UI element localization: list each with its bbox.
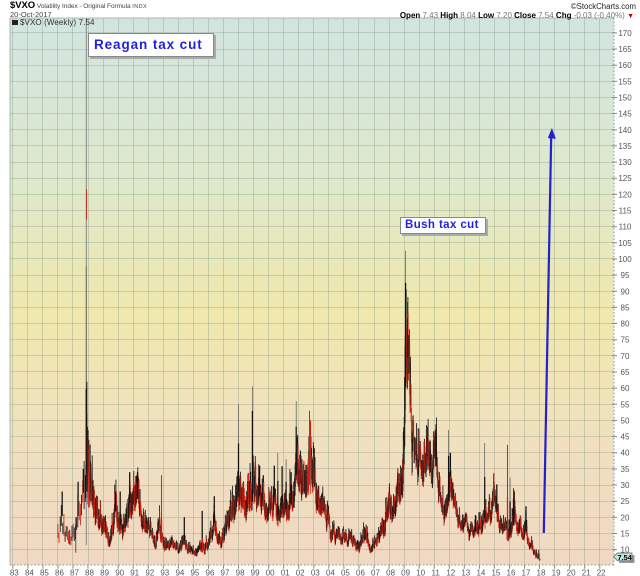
svg-text:89: 89 xyxy=(100,569,109,576)
svg-text:70: 70 xyxy=(621,352,630,361)
svg-text:165: 165 xyxy=(618,45,632,54)
svg-text:05: 05 xyxy=(341,569,350,576)
svg-text:07: 07 xyxy=(371,569,380,576)
svg-text:04: 04 xyxy=(326,569,335,576)
svg-text:125: 125 xyxy=(618,174,632,183)
svg-text:150: 150 xyxy=(618,94,632,103)
svg-text:135: 135 xyxy=(618,142,632,151)
svg-text:15: 15 xyxy=(621,530,630,539)
svg-text:95: 95 xyxy=(190,569,199,576)
svg-text:16: 16 xyxy=(507,569,516,576)
svg-text:85: 85 xyxy=(40,569,49,576)
svg-text:88: 88 xyxy=(85,569,94,576)
svg-text:01: 01 xyxy=(281,569,290,576)
svg-text:75: 75 xyxy=(621,336,630,345)
svg-text:18: 18 xyxy=(537,569,546,576)
svg-text:10: 10 xyxy=(621,546,630,555)
svg-text:110: 110 xyxy=(619,223,632,232)
svg-text:86: 86 xyxy=(55,569,64,576)
svg-text:100: 100 xyxy=(618,255,632,264)
svg-text:95: 95 xyxy=(621,271,630,280)
svg-text:83: 83 xyxy=(10,569,19,576)
svg-text:15: 15 xyxy=(491,569,500,576)
svg-text:130: 130 xyxy=(618,158,632,167)
svg-text:160: 160 xyxy=(618,61,632,70)
svg-text:87: 87 xyxy=(70,569,79,576)
svg-text:17: 17 xyxy=(522,569,531,576)
svg-text:99: 99 xyxy=(251,569,260,576)
svg-text:30: 30 xyxy=(621,481,630,490)
svg-text:50: 50 xyxy=(621,416,630,425)
svg-text:120: 120 xyxy=(618,190,632,199)
svg-text:85: 85 xyxy=(621,303,630,312)
svg-text:13: 13 xyxy=(461,569,470,576)
svg-text:98: 98 xyxy=(236,569,245,576)
svg-text:92: 92 xyxy=(145,569,154,576)
svg-text:140: 140 xyxy=(618,126,632,135)
svg-text:20: 20 xyxy=(567,569,576,576)
svg-text:94: 94 xyxy=(175,569,184,576)
svg-text:7.54: 7.54 xyxy=(618,553,633,562)
svg-text:21: 21 xyxy=(582,569,591,576)
svg-text:97: 97 xyxy=(221,569,230,576)
svg-text:93: 93 xyxy=(160,569,169,576)
svg-text:14: 14 xyxy=(476,569,485,576)
svg-text:115: 115 xyxy=(619,207,632,216)
svg-text:155: 155 xyxy=(618,77,632,86)
svg-text:22: 22 xyxy=(597,569,606,576)
svg-text:00: 00 xyxy=(266,569,275,576)
svg-text:80: 80 xyxy=(621,320,630,329)
svg-text:06: 06 xyxy=(356,569,365,576)
svg-text:09: 09 xyxy=(401,569,410,576)
svg-text:145: 145 xyxy=(618,110,632,119)
svg-text:90: 90 xyxy=(115,569,124,576)
svg-text:03: 03 xyxy=(311,569,320,576)
svg-text:12: 12 xyxy=(446,569,455,576)
svg-text:10: 10 xyxy=(416,569,425,576)
svg-text:84: 84 xyxy=(25,569,34,576)
svg-text:02: 02 xyxy=(296,569,305,576)
svg-text:96: 96 xyxy=(206,569,215,576)
svg-text:11: 11 xyxy=(432,569,441,576)
svg-text:40: 40 xyxy=(621,449,630,458)
svg-text:170: 170 xyxy=(618,29,632,38)
svg-text:65: 65 xyxy=(621,368,630,377)
svg-text:35: 35 xyxy=(621,465,630,474)
svg-text:25: 25 xyxy=(621,497,630,506)
svg-text:19: 19 xyxy=(552,569,561,576)
svg-text:55: 55 xyxy=(621,400,630,409)
svg-text:91: 91 xyxy=(130,569,139,576)
svg-text:20: 20 xyxy=(621,513,630,522)
svg-text:08: 08 xyxy=(386,569,395,576)
svg-text:105: 105 xyxy=(618,239,632,248)
svg-text:60: 60 xyxy=(621,384,630,393)
svg-text:45: 45 xyxy=(621,433,630,442)
svg-text:90: 90 xyxy=(621,287,630,296)
